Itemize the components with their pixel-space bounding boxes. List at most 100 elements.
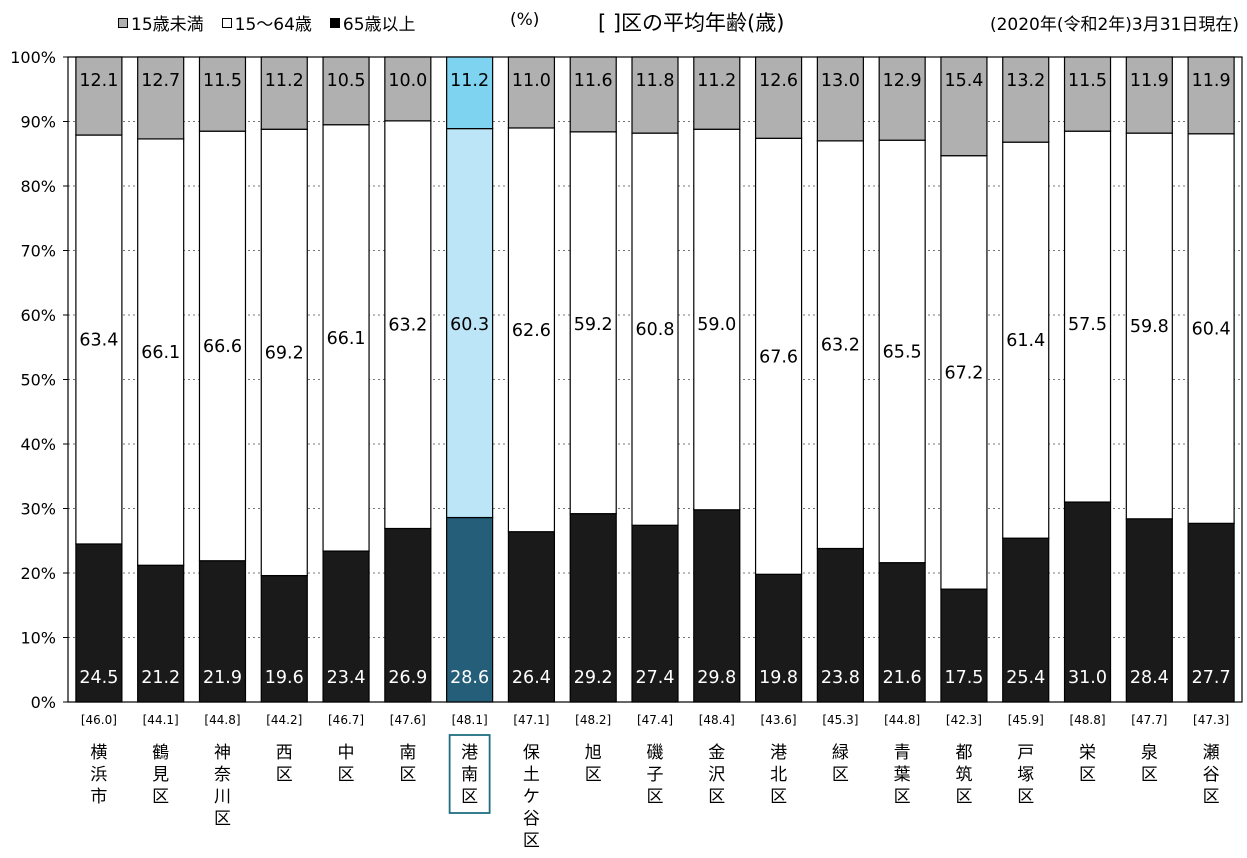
data-label-15-64: 62.6 xyxy=(512,321,551,341)
data-label-15-64: 63.4 xyxy=(79,331,118,351)
data-label-15-64: 66.1 xyxy=(141,343,180,363)
average-age-label: [47.6] xyxy=(390,713,426,727)
data-label-15-64: 69.2 xyxy=(265,343,304,363)
bar-segment-65plus xyxy=(816,547,864,703)
y-tick-label: 0% xyxy=(31,693,56,712)
average-age-label: [47.4] xyxy=(637,713,673,727)
y-tick-label: 70% xyxy=(20,242,56,261)
data-label-15-64: 60.8 xyxy=(636,320,675,340)
category-label-char: 区 xyxy=(894,787,911,807)
data-label-under15: 11.6 xyxy=(574,71,613,91)
date-note: (2020年(令和2年)3月31日現在) xyxy=(989,15,1239,35)
legend-item-elderly: 65歳以上 xyxy=(329,10,416,35)
bar-segment-65plus xyxy=(754,573,803,703)
category-label-char: 青 xyxy=(894,743,911,763)
category-label-char: 横 xyxy=(90,743,107,763)
category-label-char: 市 xyxy=(90,787,107,807)
category-label-char: 区 xyxy=(647,787,664,807)
data-label-15-64: 66.1 xyxy=(327,329,366,349)
y-tick-label: 50% xyxy=(20,371,56,390)
data-label-65plus: 29.2 xyxy=(574,668,613,688)
data-label-under15: 11.8 xyxy=(636,71,675,91)
data-label-under15: 15.4 xyxy=(944,71,983,91)
chart-header: 15歳未満 15～64歳 65歳以上 (%) [ ]区の平均年齢(歳) (202… xyxy=(0,0,1247,50)
bar-segment-65plus xyxy=(507,531,556,703)
average-age-label: [42.3] xyxy=(946,713,982,727)
category-label-char: 子 xyxy=(647,765,664,785)
data-label-15-64: 67.6 xyxy=(759,347,798,367)
category-label-char: 港 xyxy=(461,743,478,763)
bar-segment-under15 xyxy=(1063,56,1112,132)
category-label-char: 緑 xyxy=(832,743,849,763)
data-label-65plus: 25.4 xyxy=(1006,668,1045,688)
average-age-label: [47.1] xyxy=(513,713,549,727)
bar-segment-65plus xyxy=(693,509,741,703)
category-label-char: 南 xyxy=(399,743,416,763)
category-label-char: 区 xyxy=(1203,787,1220,807)
data-label-under15: 11.2 xyxy=(450,71,489,91)
average-age-label: [45.3] xyxy=(822,713,858,727)
category-label-char: 磯 xyxy=(647,743,664,763)
category-label-char: 区 xyxy=(214,809,231,829)
data-label-under15: 13.2 xyxy=(1006,71,1045,91)
chart-title: [ ]区の平均年齢(歳) xyxy=(598,11,785,35)
bar-segment-under15 xyxy=(816,56,864,142)
bar-segment-65plus xyxy=(384,527,432,703)
bar-segment-15-64 xyxy=(1002,141,1050,539)
bar-segment-65plus xyxy=(1187,522,1235,703)
data-label-under15: 13.0 xyxy=(821,71,860,91)
data-label-15-64: 60.4 xyxy=(1192,320,1231,340)
bar-segment-under15 xyxy=(322,56,370,126)
data-label-65plus: 27.7 xyxy=(1192,668,1231,688)
bar-segment-15-64 xyxy=(816,140,864,550)
average-age-label: [44.1] xyxy=(143,713,179,727)
legend-item-working: 15～64歳 xyxy=(221,10,312,35)
bar-segment-65plus xyxy=(878,562,926,703)
bar-segment-under15 xyxy=(1187,56,1235,135)
bar-segment-65plus xyxy=(322,550,370,703)
average-age-label: [43.6] xyxy=(761,713,797,727)
y-tick-label: 60% xyxy=(20,306,56,325)
category-label-char: 南 xyxy=(461,765,478,785)
bar-segment-15-64 xyxy=(446,127,494,519)
legend-swatch-under15 xyxy=(118,17,128,28)
category-label-char: 鶴 xyxy=(152,743,169,763)
data-label-15-64: 57.5 xyxy=(1068,315,1107,335)
bar-segment-15-64 xyxy=(693,128,741,511)
legend-label-elderly: 65歳以上 xyxy=(342,15,416,35)
bar-segment-15-64 xyxy=(75,134,123,545)
category-label-char: 区 xyxy=(338,765,355,785)
category-label-char: 筑 xyxy=(955,765,972,785)
data-label-under15: 10.0 xyxy=(388,71,427,91)
data-label-15-64: 59.8 xyxy=(1130,317,1169,337)
legend-item-under15: 15歳未満 xyxy=(118,10,204,35)
highlight-box xyxy=(448,734,491,814)
average-age-label: [48.1] xyxy=(452,713,488,727)
category-label-char: 谷 xyxy=(1203,765,1220,785)
data-label-65plus: 29.8 xyxy=(697,668,736,688)
average-age-label: [44.8] xyxy=(204,713,240,727)
y-tick-label: 10% xyxy=(20,629,56,648)
average-age-label: [46.0] xyxy=(81,713,117,727)
bar-segment-65plus xyxy=(631,524,679,703)
category-label-char: 沢 xyxy=(708,765,725,785)
bar-segment-65plus xyxy=(940,588,988,703)
bar-segment-15-64 xyxy=(137,138,185,566)
average-age-label: [47.7] xyxy=(1131,713,1167,727)
data-label-15-64: 60.3 xyxy=(450,315,489,335)
bar-segment-under15 xyxy=(940,56,988,157)
category-label-char: 奈 xyxy=(214,765,231,785)
average-age-label: [48.4] xyxy=(699,713,735,727)
bar-segment-under15 xyxy=(507,56,556,129)
bar-segment-under15 xyxy=(198,56,247,132)
bar-segment-under15 xyxy=(631,56,679,134)
unit-label: (%) xyxy=(510,10,540,30)
bar-segment-65plus xyxy=(1002,537,1050,703)
average-age-label: [46.7] xyxy=(328,713,364,727)
data-label-15-64: 65.5 xyxy=(883,342,922,362)
data-label-under15: 11.5 xyxy=(1068,71,1107,91)
bar-segment-under15 xyxy=(1002,56,1050,143)
bar-segment-65plus xyxy=(1125,518,1173,703)
data-label-65plus: 28.6 xyxy=(450,668,489,688)
